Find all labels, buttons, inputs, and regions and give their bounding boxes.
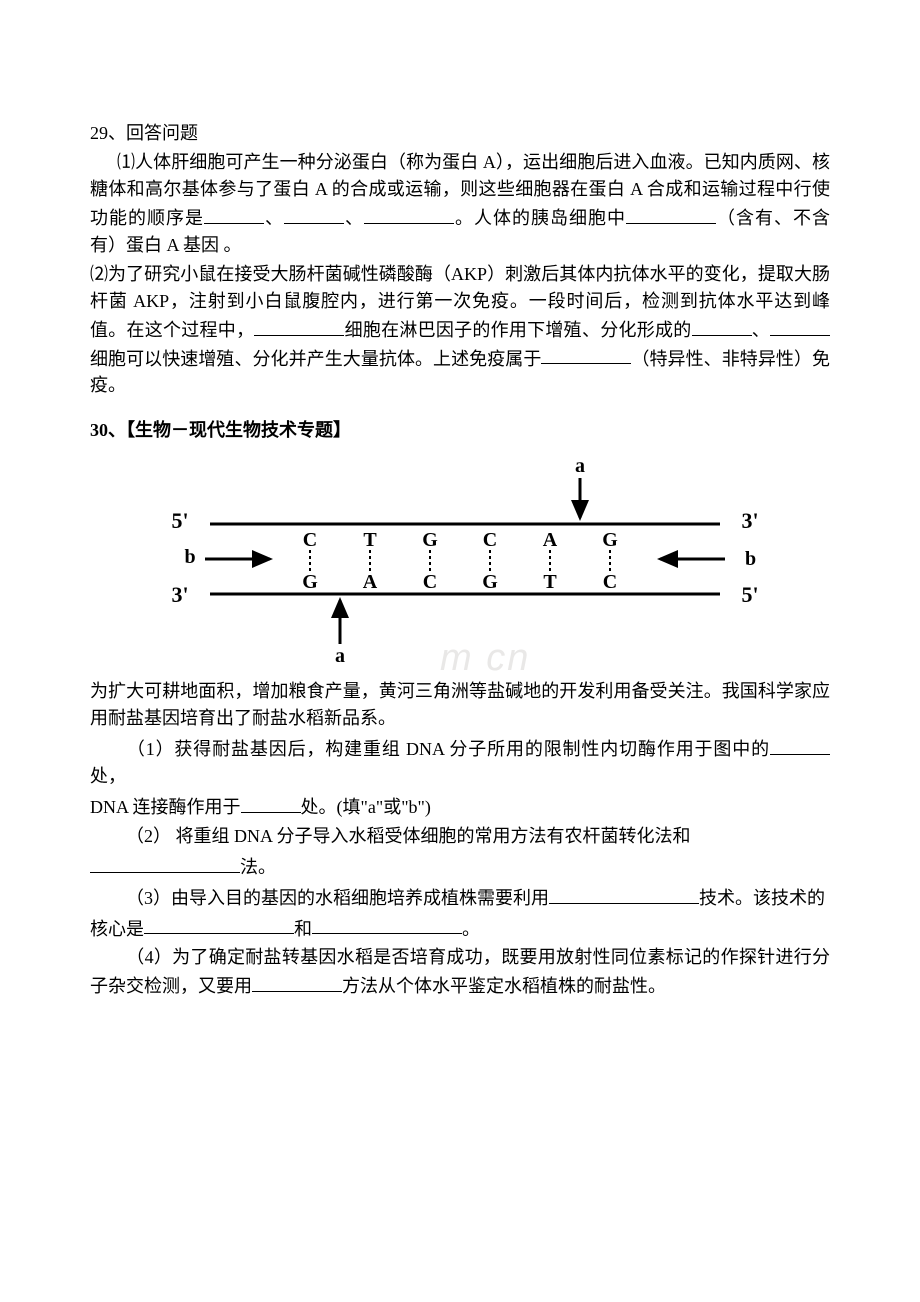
q30-p3-text-d: 和 [294, 918, 312, 938]
blank [254, 315, 344, 336]
svg-text:3': 3' [741, 508, 758, 533]
q29-part2: ⑵为了研究小鼠在接受大肠杆菌碱性磷酸酶（AKP）刺激后其体内抗体水平的变化，提取… [90, 261, 830, 400]
q30-p2-line2: 法。 [90, 852, 830, 881]
svg-text:5': 5' [171, 508, 188, 533]
svg-text:a: a [335, 645, 345, 664]
q29-part1: ⑴人体肝细胞可产生一种分泌蛋白（称为蛋白 A），运出细胞后进入血液。已知内质网、… [90, 149, 830, 259]
svg-text:G: G [482, 571, 498, 593]
q30-p3-line1: （3）由导入目的基因的水稻细胞培养成植株需要利用 技术。该技术的 [90, 883, 830, 912]
q29-p2-text-c: 细胞可以快速增殖、分化并产生大量抗体。上述免疫属于 [90, 348, 541, 368]
blank [204, 203, 264, 224]
blank [284, 203, 344, 224]
q30-p3-text-c: 核心是 [90, 918, 144, 938]
blank [252, 971, 342, 992]
blank [549, 883, 699, 904]
svg-text:b: b [745, 548, 756, 570]
q30-p2-text-b: 法。 [240, 857, 276, 877]
q30-p3-text-b: 技术。该技术的 [699, 888, 825, 908]
q30-p4: （4）为了确定耐盐转基因水稻是否培育成功，既要用放射性同位素标记的作探针进行分子… [90, 944, 830, 1000]
q30-p3-text-a: （3）由导入目的基因的水稻细胞培养成植株需要利用 [126, 888, 549, 908]
q30-title: 30、【生物－现代生物技术专题】 [90, 417, 830, 444]
svg-text:A: A [363, 571, 378, 593]
svg-text:G: G [422, 529, 438, 551]
blank [241, 792, 301, 813]
q30-p1-line1: （1）获得耐盐基因后，构建重组 DNA 分子所用的限制性内切酶作用于图中的处， [90, 734, 830, 790]
svg-text:T: T [543, 571, 557, 593]
q30-p1-line2: DNA 连接酶作用于 处。(填"a"或"b") [90, 792, 830, 821]
q29-header: 29、回答问题 [90, 120, 830, 147]
svg-text:G: G [302, 571, 318, 593]
q30-p1-text-b: 处， [90, 766, 126, 786]
blank [541, 344, 631, 365]
svg-text:3': 3' [171, 582, 188, 607]
svg-text:C: C [303, 529, 317, 551]
svg-text:C: C [483, 529, 497, 551]
q30-p3-text-e: 。 [462, 918, 480, 938]
dna-diagram: 5'3'3'5'CGTAGCCGATGCaabb [90, 454, 830, 672]
blank [626, 203, 716, 224]
svg-text:G: G [602, 529, 618, 551]
blank [312, 914, 462, 935]
svg-text:a: a [575, 455, 585, 477]
blank [364, 203, 454, 224]
svg-text:A: A [543, 529, 558, 551]
q29-p1-text-b: 。人体的胰岛细胞中 [454, 208, 626, 228]
svg-text:C: C [423, 571, 437, 593]
svg-text:C: C [603, 571, 617, 593]
blank [144, 914, 294, 935]
blank [692, 315, 752, 336]
svg-text:b: b [184, 546, 195, 568]
blank [770, 734, 830, 755]
q30-intro: 为扩大可耕地面积，增加粮食产量，黄河三角洲等盐碱地的开发利用备受关注。我国科学家… [90, 678, 830, 732]
q29-p2-text-b: 细胞在淋巴因子的作用下增殖、分化形成的 [344, 320, 691, 340]
q30-p1-text-a: （1）获得耐盐基因后，构建重组 DNA 分子所用的限制性内切酶作用于图中的 [126, 739, 770, 759]
q30-p1-text-d: 处。(填"a"或"b") [301, 797, 431, 817]
blank [90, 852, 240, 873]
q30-p1-text-c: DNA 连接酶作用于 [90, 797, 241, 817]
q30-p3-line2: 核心是 和 。 [90, 914, 830, 943]
q30-p4-text-b: 方法从个体水平鉴定水稻植株的耐盐性。 [342, 976, 666, 996]
q30-p2-line1: （2） 将重组 DNA 分子导入水稻受体细胞的常用方法有农杆菌转化法和 [90, 823, 830, 850]
svg-text:T: T [363, 529, 377, 551]
blank [770, 315, 830, 336]
svg-text:5': 5' [741, 582, 758, 607]
q30-p2-text-a: （2） 将重组 DNA 分子导入水稻受体细胞的常用方法有农杆菌转化法和 [126, 826, 691, 846]
